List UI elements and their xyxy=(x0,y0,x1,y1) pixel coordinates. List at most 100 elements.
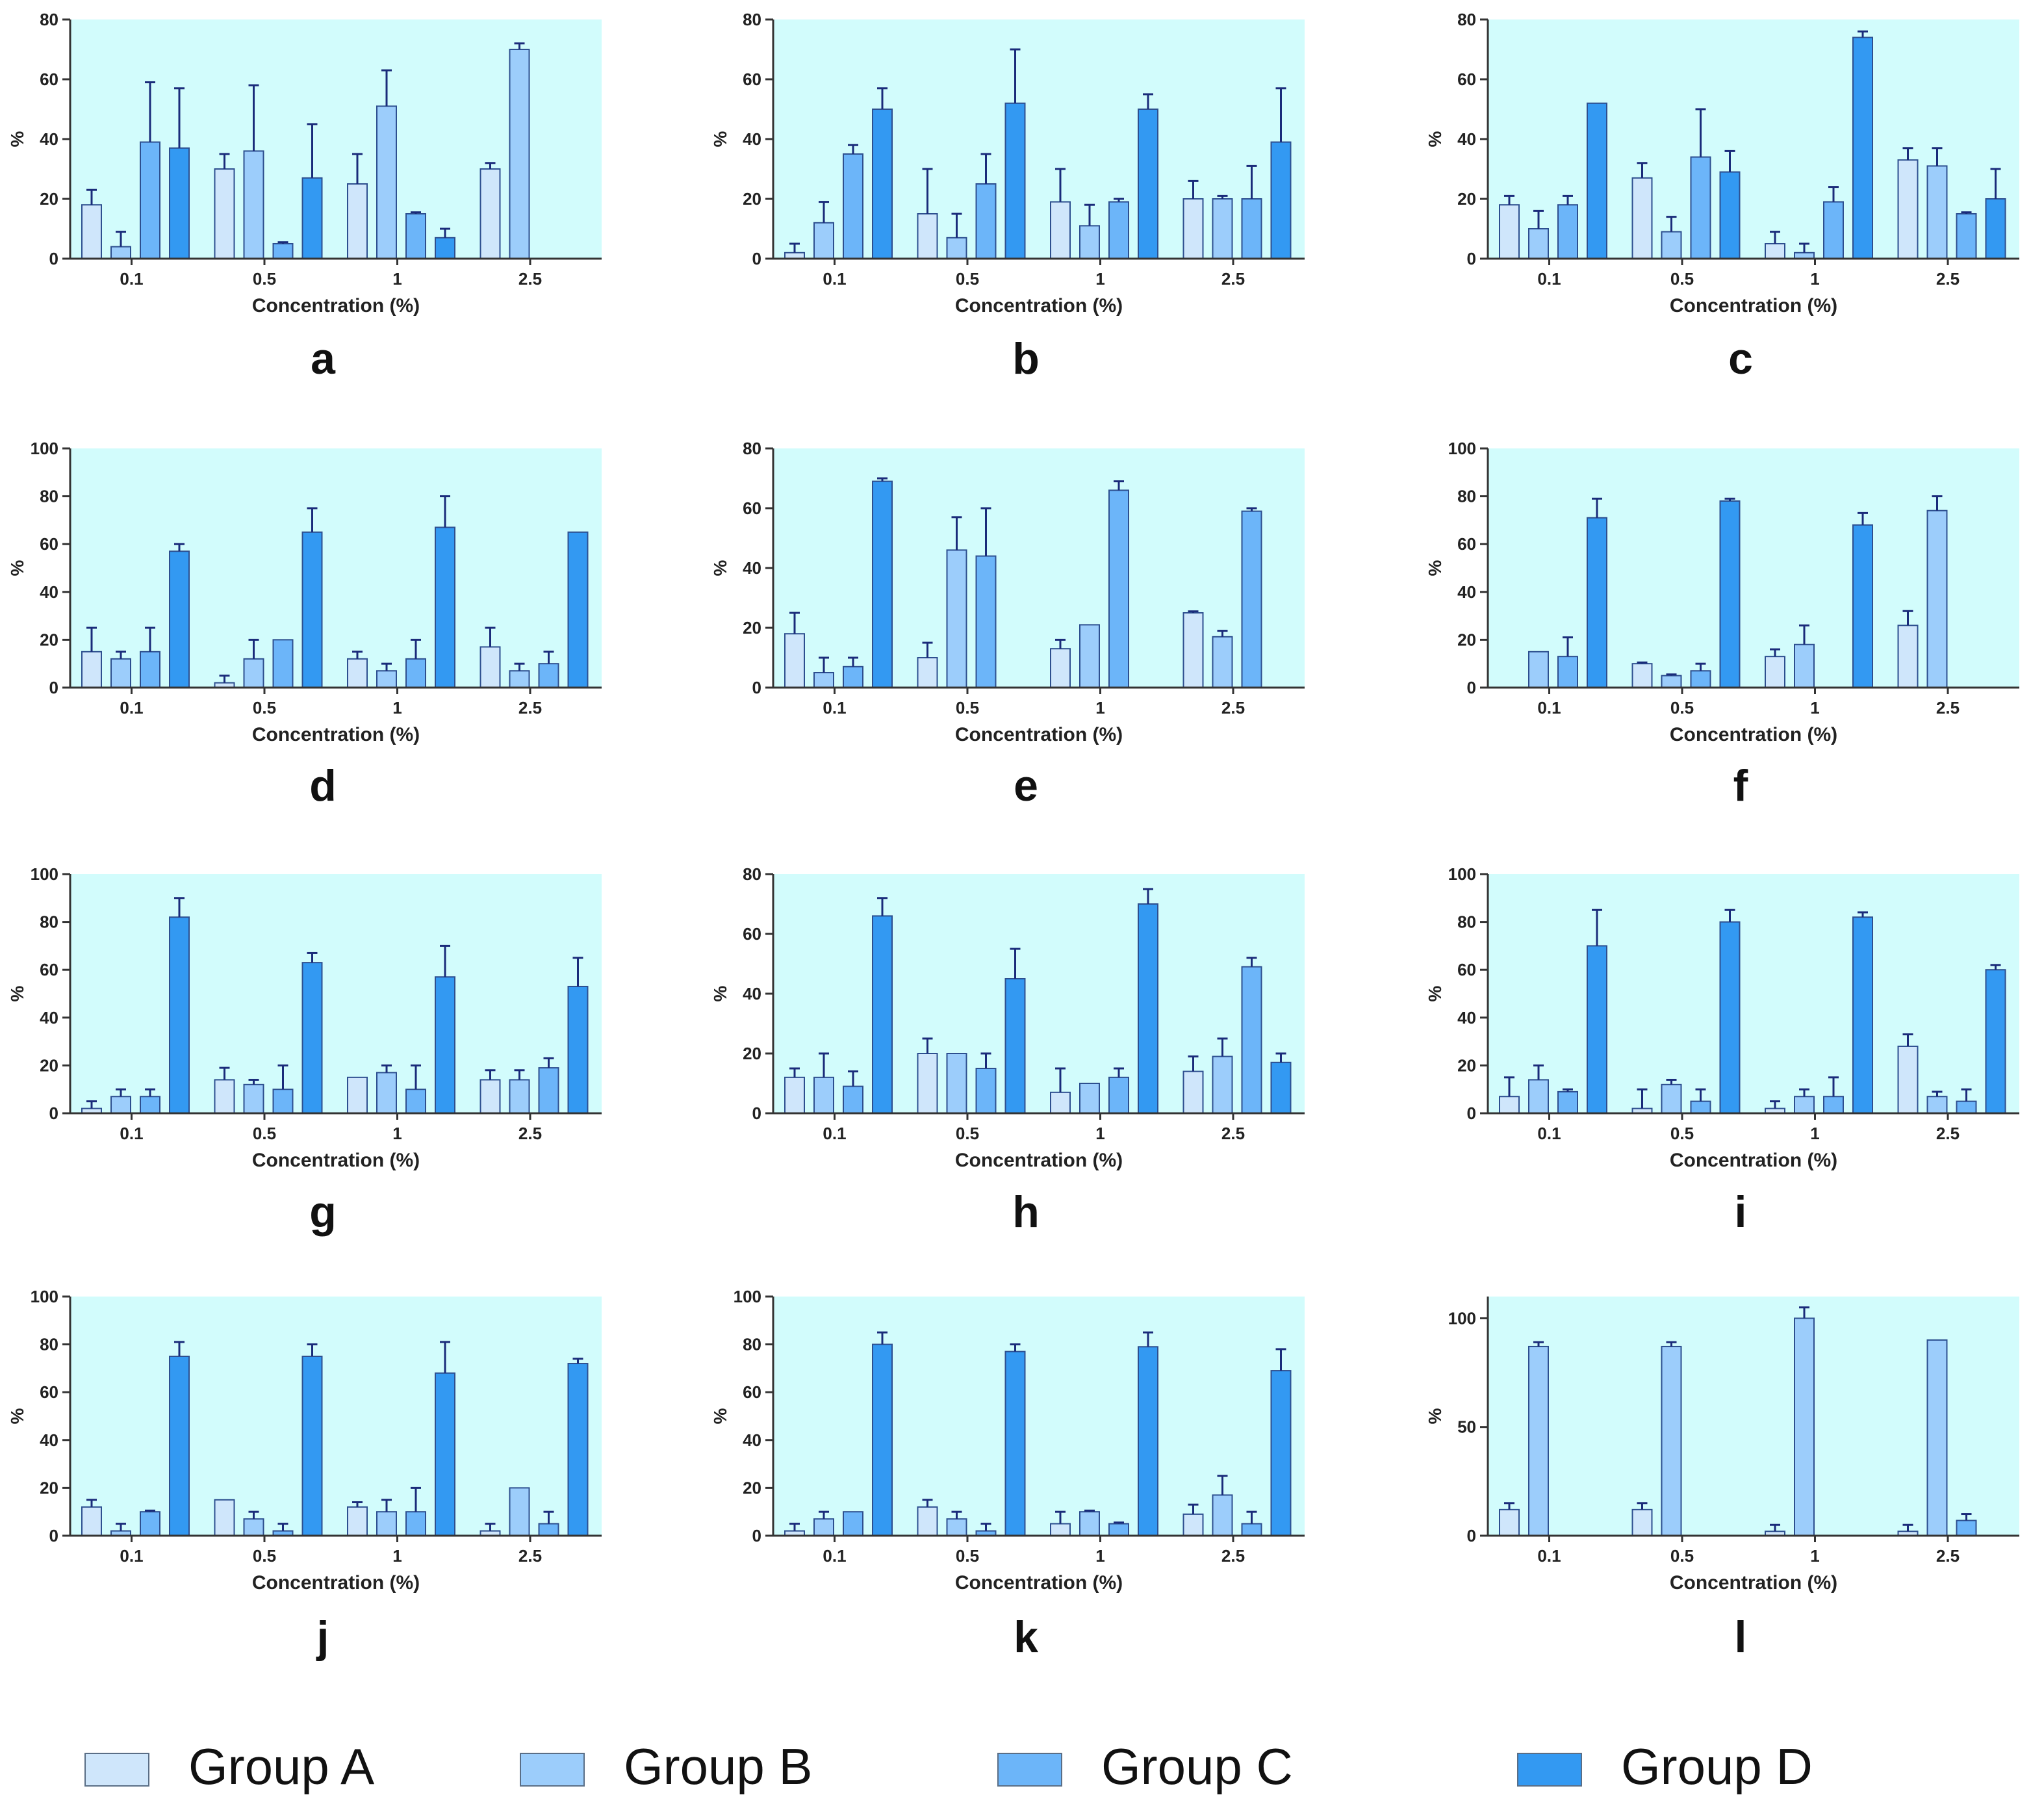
bar-g-group-a-2.5 xyxy=(479,1079,501,1114)
y-axis-label-b: % xyxy=(710,131,730,147)
y-tick-label-b: 0 xyxy=(752,249,761,268)
bar-h-group-a-0.5 xyxy=(917,1053,938,1114)
bar-b-group-d-0.5 xyxy=(1004,102,1026,259)
bar-a-group-c-0.1 xyxy=(140,141,160,259)
bar-h-group-c-0.1 xyxy=(843,1085,863,1114)
y-tick-label-e: 0 xyxy=(752,678,761,697)
x-tick-label-c: 0.1 xyxy=(1537,269,1561,289)
y-tick-label-a: 0 xyxy=(49,249,58,268)
bar-j-group-d-0.5 xyxy=(301,1356,323,1536)
panel-letter-l: l xyxy=(1735,1612,1747,1662)
legend-swatch-group-a xyxy=(84,1753,149,1787)
bar-h-group-b-1 xyxy=(1079,1083,1100,1114)
y-tick-label-l: 0 xyxy=(1467,1526,1476,1545)
bar-k-group-b-0.1 xyxy=(813,1518,834,1536)
y-tick-label-c: 40 xyxy=(1457,129,1476,149)
bar-l-group-b-2.5 xyxy=(1926,1339,1948,1537)
bar-f-group-c-0.1 xyxy=(1557,656,1578,688)
bar-j-group-b-2.5 xyxy=(509,1487,530,1536)
bar-b-group-a-1 xyxy=(1050,201,1071,260)
bar-i-group-d-2.5 xyxy=(1985,969,2006,1114)
bar-l-group-c-2.5 xyxy=(1956,1519,1977,1536)
bar-f-group-d-0.1 xyxy=(1587,517,1607,688)
y-axis-label-k: % xyxy=(710,1408,730,1424)
bar-b-group-c-0.5 xyxy=(975,183,997,259)
x-tick-label-l: 2.5 xyxy=(1936,1546,1960,1566)
y-tick-label-d: 80 xyxy=(40,487,58,506)
y-tick-label-a: 60 xyxy=(40,70,58,89)
x-tick-label-j: 2.5 xyxy=(518,1546,542,1566)
y-axis-label-a: % xyxy=(7,131,27,147)
x-tick-label-l: 0.5 xyxy=(1670,1546,1694,1566)
bar-h-group-a-1 xyxy=(1050,1091,1071,1115)
x-tick-label-g: 1 xyxy=(392,1124,402,1143)
bar-h-group-c-1 xyxy=(1108,1076,1129,1115)
bar-c-group-a-0.1 xyxy=(1499,204,1520,260)
bar-g-group-b-0.1 xyxy=(110,1096,131,1114)
chart-panel-i: 0 20 40 60 80 100% 0.1 0.5 1 2.5 Concentration (%)… xyxy=(1425,864,2019,1237)
bar-c-group-d-1 xyxy=(1852,36,1873,259)
legend-label-group-b: Group B xyxy=(624,1738,813,1795)
bar-f-group-b-0.5 xyxy=(1661,675,1682,688)
y-tick-label-c: 20 xyxy=(1457,189,1476,209)
bar-d-group-b-1 xyxy=(376,670,397,688)
bar-j-group-d-2.5 xyxy=(567,1363,589,1537)
bar-e-group-c-0.5 xyxy=(975,555,997,688)
y-tick-label-k: 60 xyxy=(743,1382,761,1402)
bar-d-group-b-0.1 xyxy=(110,658,131,689)
y-tick-label-d: 100 xyxy=(31,439,58,458)
bar-h-group-a-2.5 xyxy=(1182,1070,1204,1114)
chart-panel-g: 0 20 40 60 80 100% 0.1 0.5 1 2.5 Concentration (%)… xyxy=(7,864,602,1237)
x-axis-label-a: Concentration (%) xyxy=(252,295,420,316)
x-tick-label-k: 1 xyxy=(1095,1546,1105,1566)
y-tick-label-f: 0 xyxy=(1467,678,1476,697)
x-tick-label-h: 1 xyxy=(1095,1124,1105,1143)
bar-d-group-d-2.5 xyxy=(567,531,589,688)
bar-j-group-c-0.1 xyxy=(140,1511,160,1536)
y-tick-label-h: 60 xyxy=(743,924,761,944)
chart-panel-c: 0 20 40 60 80% 0.1 0.5 1 2.5 Concentration (%) c xyxy=(1425,10,2019,383)
y-tick-label-i: 80 xyxy=(1457,912,1476,932)
x-axis-label-l: Concentration (%) xyxy=(1670,1572,1837,1594)
bar-a-group-a-1 xyxy=(347,183,368,259)
bar-i-group-b-2.5 xyxy=(1926,1096,1948,1114)
x-tick-label-c: 2.5 xyxy=(1936,269,1960,289)
bar-g-group-d-0.1 xyxy=(169,916,190,1114)
y-tick-label-d: 40 xyxy=(40,582,58,602)
x-axis-label-g: Concentration (%) xyxy=(252,1150,420,1171)
y-tick-label-k: 100 xyxy=(734,1287,761,1306)
x-tick-label-i: 0.5 xyxy=(1670,1124,1694,1143)
bar-e-group-a-2.5 xyxy=(1182,612,1204,688)
bar-i-group-b-1 xyxy=(1794,1096,1815,1114)
y-axis-label-h: % xyxy=(710,985,730,1001)
x-tick-label-h: 0.1 xyxy=(823,1124,846,1143)
bar-d-group-a-2.5 xyxy=(479,646,501,689)
plot-area-d xyxy=(70,448,602,688)
bar-c-group-c-2.5 xyxy=(1956,213,1977,259)
y-tick-label-k: 80 xyxy=(743,1335,761,1354)
panel-letter-i: i xyxy=(1735,1187,1747,1237)
bar-i-group-b-0.1 xyxy=(1528,1079,1549,1114)
bar-a-group-b-1 xyxy=(376,105,397,259)
chart-panel-j: 0 20 40 60 80 100% 0.1 0.5 1 2.5 Concentration (%)… xyxy=(7,1287,602,1662)
bar-i-group-c-0.1 xyxy=(1557,1091,1578,1115)
bar-d-group-a-0.1 xyxy=(81,651,102,688)
x-tick-label-e: 0.5 xyxy=(956,698,979,717)
bar-i-group-d-0.1 xyxy=(1587,945,1607,1115)
y-tick-label-h: 20 xyxy=(743,1044,761,1063)
bar-h-group-b-2.5 xyxy=(1212,1055,1233,1114)
bar-j-group-c-1 xyxy=(405,1511,426,1536)
y-tick-label-e: 20 xyxy=(743,618,761,638)
y-tick-label-f: 40 xyxy=(1457,582,1476,602)
bar-b-group-c-0.1 xyxy=(843,153,863,259)
bar-c-group-d-0.1 xyxy=(1587,102,1607,259)
bar-g-group-b-1 xyxy=(376,1072,397,1114)
bar-b-group-a-2.5 xyxy=(1182,198,1204,259)
legend-label-group-d: Group D xyxy=(1621,1738,1813,1795)
bar-k-group-d-0.1 xyxy=(872,1343,893,1537)
y-tick-label-i: 20 xyxy=(1457,1055,1476,1075)
bar-c-group-c-1 xyxy=(1823,201,1844,260)
chart-panel-d: 0 20 40 60 80 100% 0.1 0.5 1 2.5 Concentration (%)… xyxy=(7,439,602,810)
x-tick-label-k: 0.1 xyxy=(823,1546,846,1566)
